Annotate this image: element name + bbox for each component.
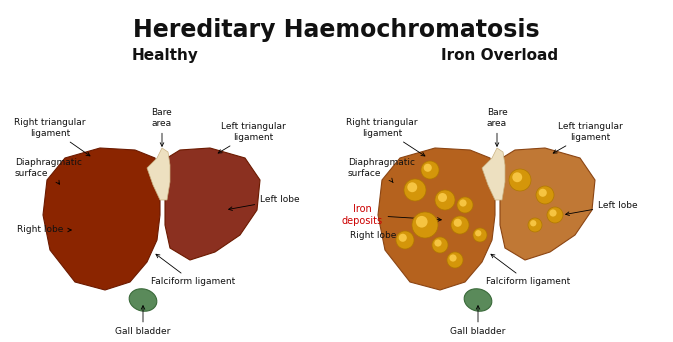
Circle shape	[398, 234, 406, 242]
Text: Iron Overload: Iron Overload	[441, 48, 559, 63]
Polygon shape	[482, 148, 505, 200]
Circle shape	[538, 189, 546, 197]
Circle shape	[549, 209, 557, 216]
Circle shape	[416, 216, 427, 227]
Polygon shape	[147, 148, 170, 200]
Circle shape	[536, 186, 554, 204]
Text: Bare
area: Bare area	[487, 108, 507, 146]
Circle shape	[421, 161, 439, 179]
Text: Right triangular
ligament: Right triangular ligament	[14, 118, 90, 156]
Circle shape	[509, 169, 531, 191]
Circle shape	[547, 207, 563, 223]
Text: Falciform ligament: Falciform ligament	[151, 254, 235, 287]
Circle shape	[438, 193, 447, 202]
Text: Bare
area: Bare area	[151, 108, 172, 146]
Circle shape	[512, 172, 522, 182]
Circle shape	[473, 228, 487, 242]
Text: Left lobe: Left lobe	[229, 196, 299, 210]
Polygon shape	[500, 148, 595, 260]
Circle shape	[454, 219, 462, 227]
Circle shape	[407, 182, 417, 192]
Text: Hereditary Haemochromatosis: Hereditary Haemochromatosis	[133, 18, 539, 42]
Circle shape	[475, 230, 481, 236]
Ellipse shape	[129, 289, 157, 311]
Circle shape	[530, 220, 536, 226]
Circle shape	[424, 164, 432, 172]
Text: Right triangular
ligament: Right triangular ligament	[346, 118, 425, 156]
Text: Falciform ligament: Falciform ligament	[486, 254, 570, 287]
Circle shape	[435, 190, 455, 210]
Text: Diaphragmatic
surface: Diaphragmatic surface	[15, 158, 82, 184]
Polygon shape	[378, 148, 495, 290]
Text: Gall bladder: Gall bladder	[450, 306, 505, 337]
Circle shape	[396, 231, 414, 249]
Ellipse shape	[464, 289, 492, 311]
Polygon shape	[165, 148, 260, 260]
Circle shape	[447, 252, 463, 268]
Circle shape	[460, 199, 466, 207]
Circle shape	[404, 179, 426, 201]
Text: Left triangular
ligament: Left triangular ligament	[553, 122, 623, 153]
Circle shape	[412, 212, 438, 238]
Circle shape	[434, 239, 441, 247]
Circle shape	[457, 197, 473, 213]
Circle shape	[450, 254, 456, 262]
Text: Left triangular
ligament: Left triangular ligament	[218, 122, 285, 153]
Text: Diaphragmatic
surface: Diaphragmatic surface	[348, 158, 415, 183]
Text: Iron
deposits: Iron deposits	[341, 204, 441, 226]
Polygon shape	[43, 148, 160, 290]
Circle shape	[451, 216, 469, 234]
Text: Right lobe: Right lobe	[17, 225, 71, 235]
Text: Left lobe: Left lobe	[565, 200, 638, 215]
Text: Gall bladder: Gall bladder	[115, 306, 171, 337]
Circle shape	[432, 237, 448, 253]
Text: Right lobe: Right lobe	[350, 231, 409, 239]
Circle shape	[528, 218, 542, 232]
Text: Healthy: Healthy	[131, 48, 199, 63]
